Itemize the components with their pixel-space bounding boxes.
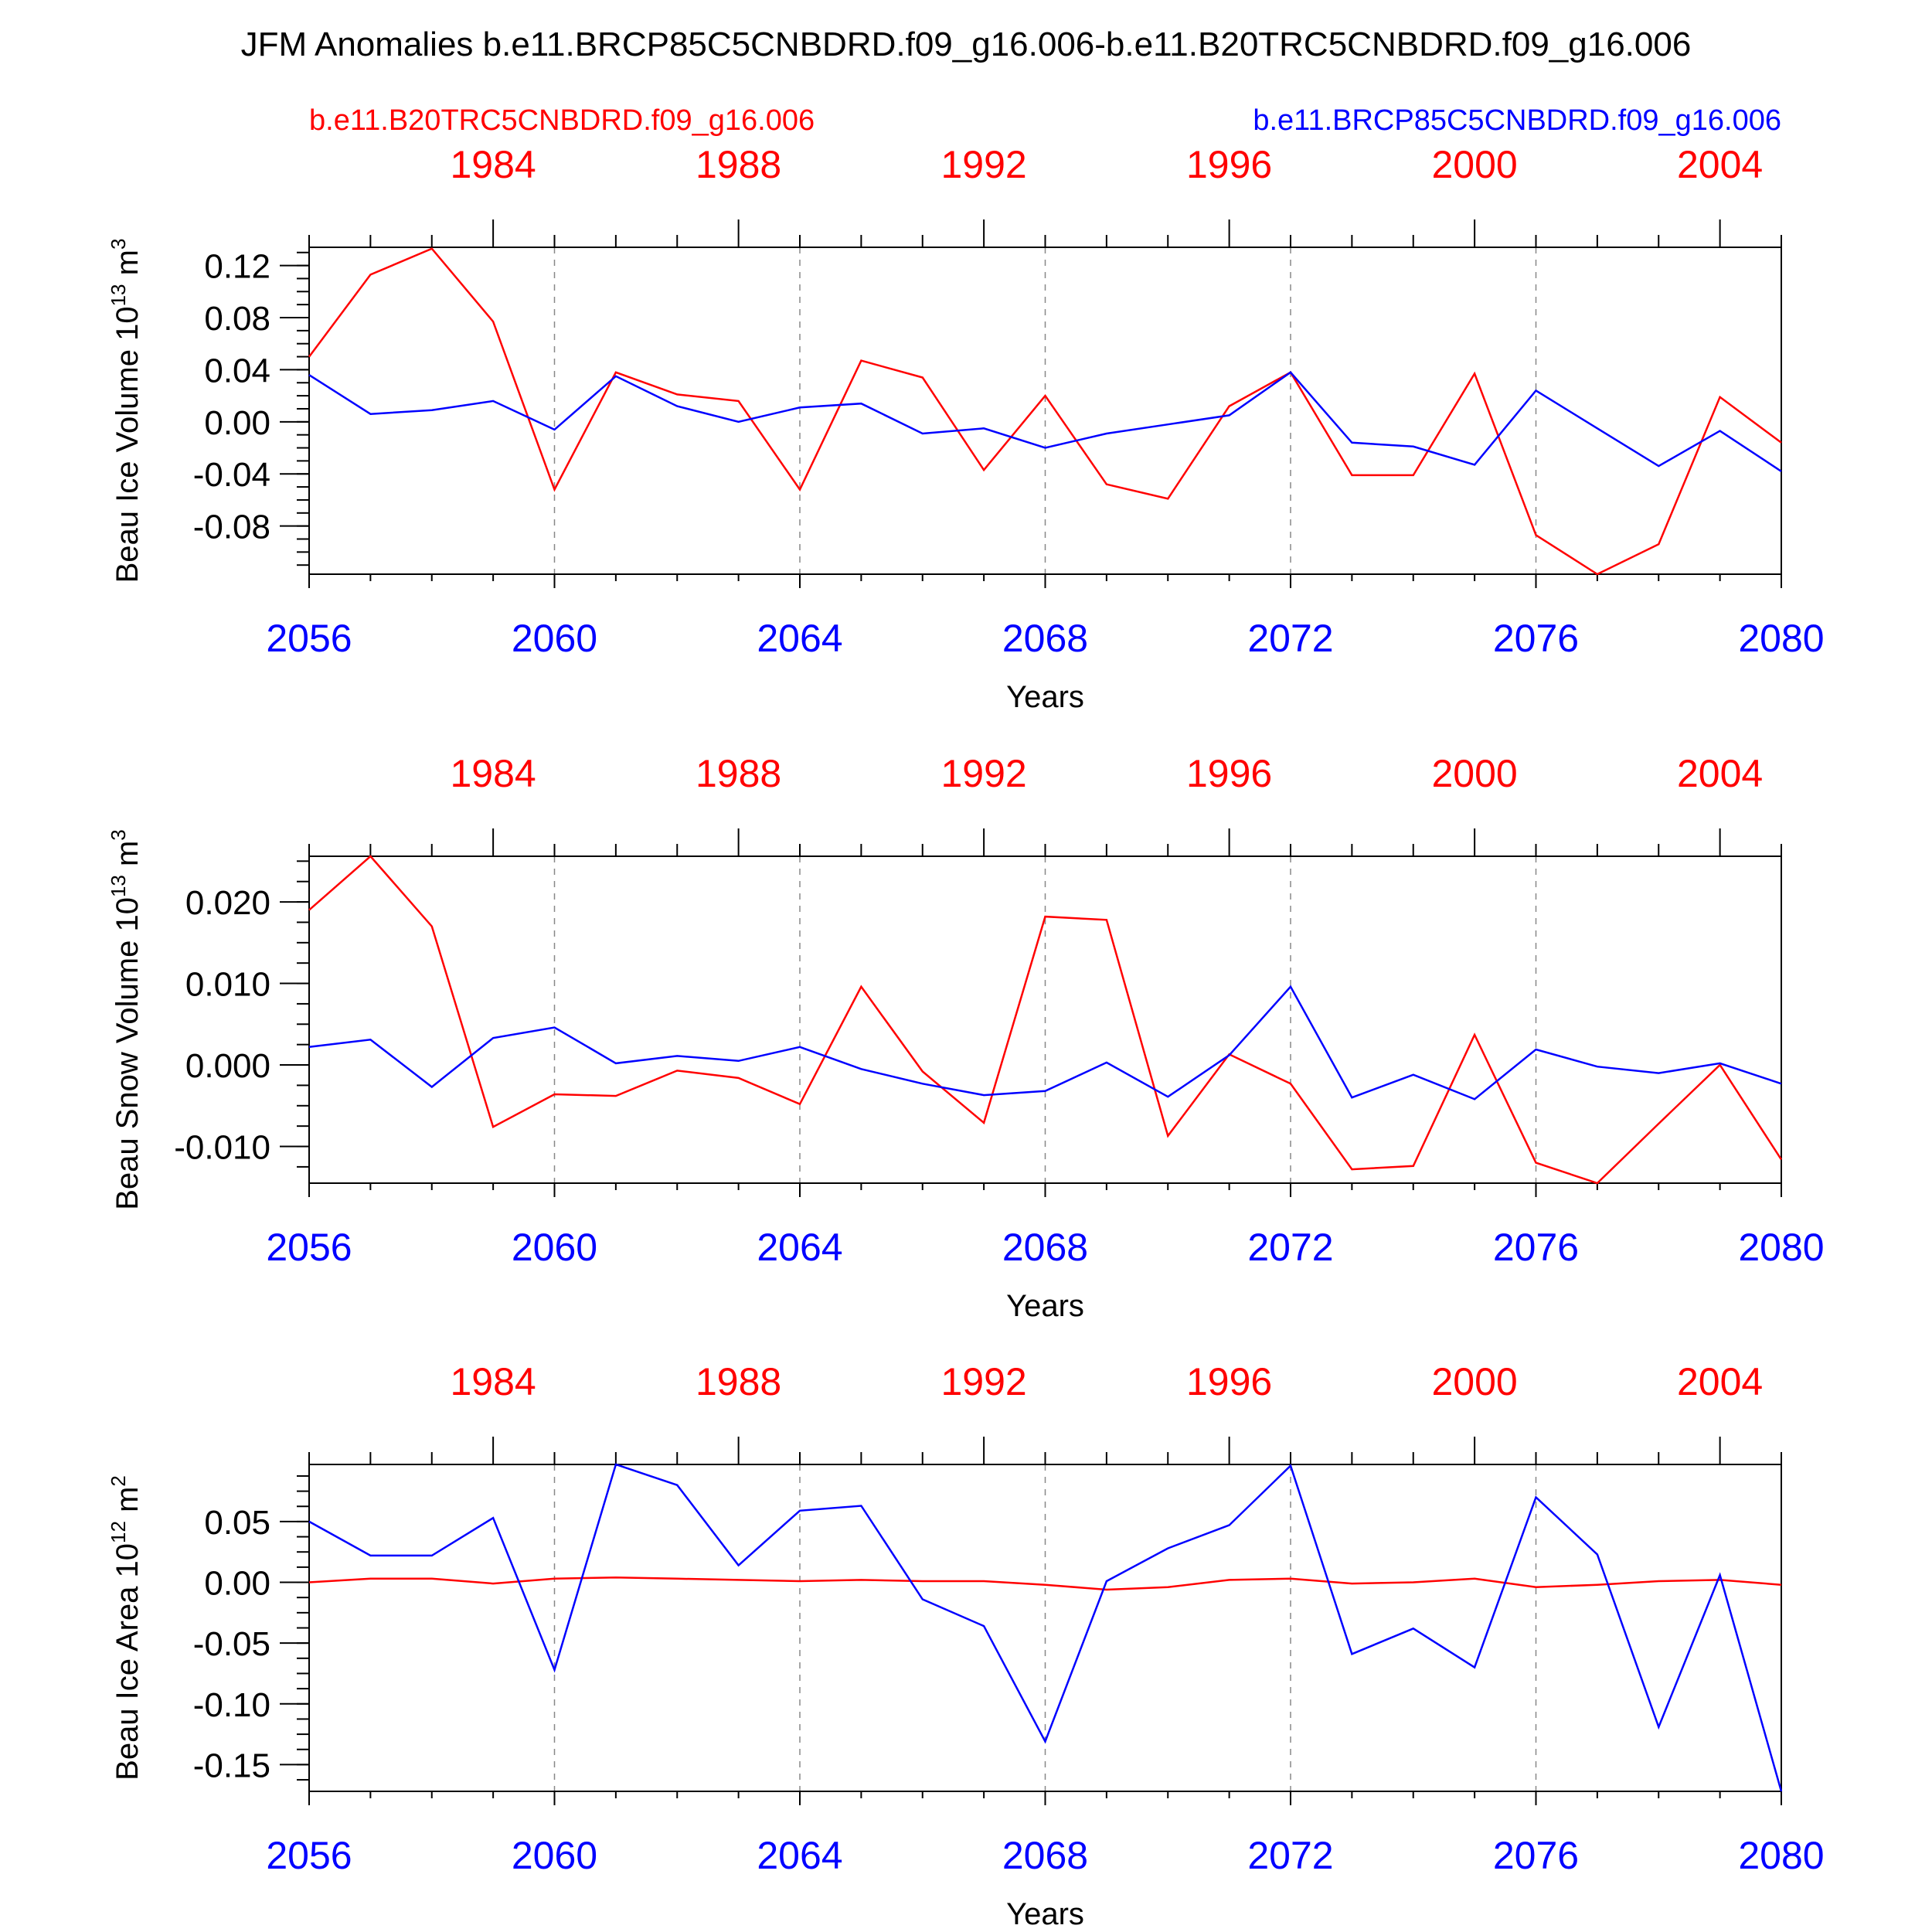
y-tick-label: -0.10 — [193, 1686, 270, 1724]
x-tick-label-bottom: 2064 — [757, 617, 842, 660]
y-tick-label: 0.00 — [204, 404, 270, 442]
x-tick-label-bottom: 2076 — [1493, 1226, 1579, 1269]
x-tick-label-bottom: 2068 — [1002, 1226, 1088, 1269]
x-tick-label-top: 2000 — [1432, 752, 1518, 795]
y-tick-label: 0.020 — [185, 884, 270, 922]
x-tick-label-bottom: 2072 — [1247, 617, 1333, 660]
y-tick-label: -0.05 — [193, 1625, 270, 1663]
chart-panel-3: 2056 2060 2064 2068 2072 2076 2080 1984 1988 1992… — [107, 1360, 1825, 1931]
series-line-rcp — [308, 1463, 1783, 1792]
series-line-hist — [308, 247, 1782, 576]
legend-hist-label: b.e11.B20TRC5CNBDRD.f09_g16.006 — [309, 104, 815, 137]
x-tick-label-top: 2004 — [1677, 1360, 1763, 1403]
y-tick-label: 0.12 — [204, 248, 270, 286]
x-tick-label-bottom: 2080 — [1738, 1226, 1824, 1269]
x-tick-label-bottom: 2080 — [1738, 1834, 1824, 1877]
legend-rcp-label: b.e11.BRCP85C5CNBDRD.f09_g16.006 — [1253, 104, 1781, 137]
series-line-hist — [308, 855, 1783, 1185]
y-tick-label: 0.05 — [204, 1504, 270, 1542]
x-tick-label-bottom: 2056 — [266, 1226, 352, 1269]
x-axis-title: Years — [1006, 1289, 1084, 1323]
y-tick-label: 0.010 — [185, 966, 270, 1004]
x-tick-label-bottom: 2060 — [512, 1834, 597, 1877]
x-tick-label-bottom: 2060 — [512, 617, 597, 660]
series-line-hist — [308, 1576, 1782, 1591]
y-tick-label: -0.15 — [193, 1747, 270, 1784]
x-tick-label-bottom: 2056 — [266, 617, 352, 660]
x-tick-label-top: 2000 — [1432, 143, 1518, 186]
x-tick-label-top: 1996 — [1186, 1360, 1272, 1403]
x-tick-label-top: 1984 — [451, 143, 536, 186]
y-tick-label: -0.08 — [193, 509, 270, 546]
x-tick-label-bottom: 2064 — [757, 1226, 842, 1269]
x-tick-label-bottom: 2080 — [1738, 617, 1824, 660]
x-tick-label-bottom: 2076 — [1493, 1834, 1579, 1877]
x-tick-label-top: 1996 — [1186, 143, 1272, 186]
y-tick-label: 0.00 — [204, 1565, 270, 1603]
y-axis-title: Beau Snow Volume 1013 m3 — [107, 829, 145, 1210]
x-tick-label-top: 1988 — [696, 143, 781, 186]
x-tick-label-bottom: 2068 — [1002, 1834, 1088, 1877]
y-axis-title: Beau Ice Area 1012 m2 — [107, 1475, 145, 1781]
y-axis-title: Beau Ice Volume 1013 m3 — [107, 239, 145, 583]
chart-panel-2: 2056 2060 2064 2068 2072 2076 2080 1984 1988 1992… — [107, 752, 1825, 1323]
x-tick-label-bottom: 2064 — [757, 1834, 842, 1877]
series-line-rcp — [308, 985, 1782, 1100]
x-tick-label-top: 2000 — [1432, 1360, 1518, 1403]
x-axis-title: Years — [1006, 680, 1084, 714]
y-tick-label: -0.010 — [174, 1129, 270, 1167]
x-axis-title: Years — [1006, 1897, 1084, 1931]
x-tick-label-top: 2004 — [1677, 752, 1763, 795]
chart-panel-1: 2056 2060 2064 2068 2072 2076 2080 1984 1988 1992… — [107, 143, 1825, 714]
x-tick-label-top: 1988 — [696, 1360, 781, 1403]
x-tick-label-bottom: 2076 — [1493, 617, 1579, 660]
x-tick-label-top: 1996 — [1186, 752, 1272, 795]
x-tick-label-bottom: 2068 — [1002, 617, 1088, 660]
y-tick-label: -0.04 — [193, 456, 270, 494]
y-tick-label: 0.04 — [204, 352, 270, 389]
x-tick-label-bottom: 2072 — [1247, 1226, 1333, 1269]
x-tick-label-top: 1984 — [451, 752, 536, 795]
y-tick-label: 0.000 — [185, 1047, 270, 1085]
x-tick-label-bottom: 2060 — [512, 1226, 597, 1269]
figure-title: JFM Anomalies b.e11.BRCP85C5CNBDRD.f09_g… — [241, 26, 1692, 63]
x-tick-label-top: 2004 — [1677, 143, 1763, 186]
y-tick-label: 0.08 — [204, 300, 270, 338]
series-line-rcp — [308, 371, 1782, 472]
x-tick-label-top: 1992 — [941, 143, 1027, 186]
x-tick-label-top: 1992 — [941, 1360, 1027, 1403]
x-tick-label-bottom: 2056 — [266, 1834, 352, 1877]
x-tick-label-top: 1988 — [696, 752, 781, 795]
x-tick-label-top: 1984 — [451, 1360, 536, 1403]
x-tick-label-top: 1992 — [941, 752, 1027, 795]
x-tick-label-bottom: 2072 — [1247, 1834, 1333, 1877]
